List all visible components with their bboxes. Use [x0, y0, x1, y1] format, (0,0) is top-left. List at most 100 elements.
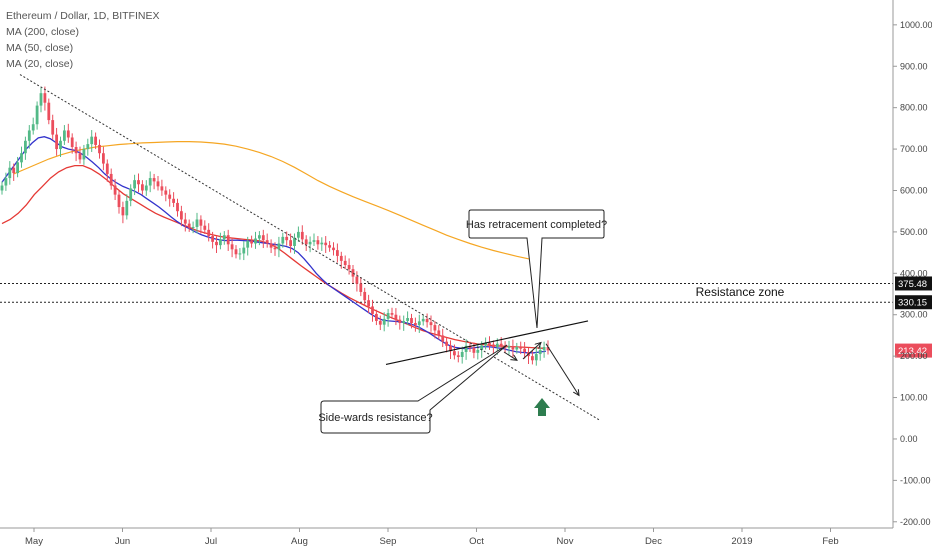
candle-body	[222, 235, 226, 240]
small-arrow	[503, 351, 517, 360]
candle-body	[429, 322, 433, 326]
candle-body	[312, 240, 316, 242]
y-tick-label: 900.00	[900, 61, 928, 71]
x-tick-label: Dec	[645, 536, 662, 547]
candle-body	[281, 236, 285, 244]
y-tick-label: 700.00	[900, 144, 928, 154]
y-tick-label: 300.00	[900, 310, 928, 320]
candlestick-series	[0, 86, 550, 366]
sideways-callout-text: Side-wards resistance?	[318, 412, 432, 424]
candle-body	[359, 283, 363, 292]
candle-body	[499, 343, 503, 346]
x-tick-label: Jul	[205, 536, 217, 547]
green-up-arrow-icon	[534, 398, 550, 416]
candle-body	[511, 346, 515, 350]
candle-body	[460, 352, 464, 357]
candle-body	[90, 136, 94, 145]
candle-body	[398, 319, 402, 324]
candle-body	[47, 102, 51, 121]
candle-body	[219, 239, 222, 246]
candle-body	[113, 185, 117, 195]
candle-body	[59, 140, 62, 150]
legend-ma50: MA (50, close)	[6, 42, 74, 54]
candle-body	[105, 163, 109, 174]
candle-body	[250, 241, 253, 244]
last-price-tag	[895, 343, 932, 358]
y-tick-label: -100.00	[900, 475, 931, 485]
candle-body	[515, 347, 519, 350]
candle-body	[82, 149, 86, 160]
candle-body	[269, 243, 273, 248]
candle-body	[261, 235, 265, 241]
candle-body	[449, 345, 452, 352]
candle-body	[55, 134, 58, 150]
candle-body	[445, 341, 448, 346]
downtrend-line	[19, 74, 601, 421]
candle-body	[27, 130, 31, 141]
y-tick-label: 0.00	[900, 434, 918, 444]
candle-body	[433, 325, 437, 331]
candle-body	[304, 239, 308, 245]
candle-body	[43, 93, 47, 103]
candle-body	[488, 342, 491, 345]
candle-body	[546, 347, 550, 351]
candle-body	[195, 219, 199, 227]
candle-body	[507, 346, 511, 348]
ma20-line	[1, 136, 546, 354]
candle-body	[164, 190, 168, 195]
candle-body	[70, 137, 74, 148]
y-tick-label: 500.00	[900, 227, 928, 237]
candle-body	[215, 241, 218, 246]
ma50-line	[1, 164, 544, 349]
candle-body	[425, 318, 429, 323]
x-tick-label: Oct	[469, 536, 484, 547]
candle-body	[230, 244, 234, 250]
ma200-path	[13, 141, 541, 262]
candle-body	[125, 200, 129, 216]
price-tag-label: 330.15	[898, 298, 927, 309]
resistance-lines: 375.48 330.15 213.42	[0, 276, 932, 358]
candle-body	[148, 178, 152, 186]
candle-body	[328, 245, 331, 248]
price-tag	[895, 276, 932, 291]
candle-body	[336, 250, 339, 256]
candle-body	[234, 249, 238, 255]
candle-body	[246, 241, 250, 248]
candle-body	[211, 236, 214, 242]
candle-body	[332, 247, 335, 251]
candle-body	[129, 188, 133, 201]
candle-body	[316, 240, 320, 245]
candle-body	[176, 202, 179, 212]
candle-body	[94, 136, 97, 145]
candle-body	[308, 241, 312, 245]
candle-body	[66, 130, 70, 138]
candle-body	[238, 253, 242, 255]
candle-body	[542, 347, 546, 350]
price-tag	[895, 295, 932, 310]
candle-body	[86, 144, 90, 150]
candle-body	[480, 345, 484, 350]
candle-body	[406, 318, 409, 321]
candle-body	[8, 167, 12, 179]
legend-ma20: MA (20, close)	[6, 58, 74, 70]
y-tick-label: 800.00	[900, 103, 928, 113]
x-tick-label: 2019	[731, 536, 752, 547]
candle-body	[495, 343, 499, 348]
candle-body	[476, 349, 480, 353]
candle-body	[464, 345, 468, 352]
candle-body	[437, 330, 441, 336]
candle-body	[78, 153, 82, 160]
candle-body	[20, 153, 23, 163]
candle-body	[417, 321, 421, 326]
candle-body	[355, 276, 359, 284]
candle-body	[63, 130, 66, 141]
legend-ma200: MA (200, close)	[6, 26, 79, 38]
candle-body	[191, 226, 195, 228]
candle-body	[320, 242, 324, 245]
candle-body	[363, 291, 367, 301]
y-tick-label: -200.00	[900, 517, 931, 527]
retracement-callout-box	[468, 209, 605, 329]
candle-body	[538, 349, 542, 355]
